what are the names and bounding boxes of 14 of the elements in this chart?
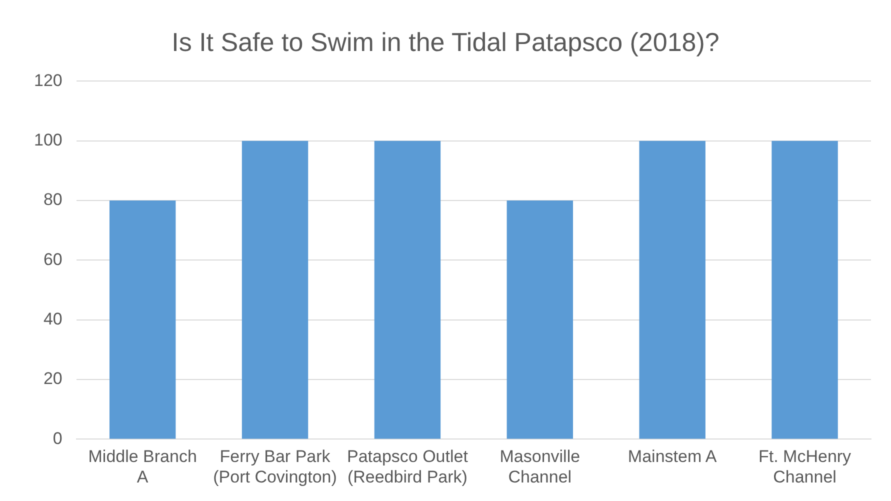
x-tick-label: Patapsco Outlet (Reedbird Park) — [346, 447, 468, 486]
x-tick-label: Masonville Channel — [500, 447, 580, 486]
y-tick-label: 20 — [43, 369, 62, 388]
x-tick-label: Mainstem A — [628, 447, 718, 466]
chart-title: Is It Safe to Swim in the Tidal Patapsco (2018)? — [172, 26, 720, 57]
y-tick-label: 80 — [43, 190, 62, 210]
y-tick-label: 100 — [34, 130, 62, 150]
y-tick-label: 120 — [34, 70, 62, 90]
y-tick-label: 40 — [43, 310, 62, 329]
y-tick-label: 60 — [43, 250, 62, 269]
y-tick-label: 0 — [52, 428, 62, 448]
x-tick-label: Middle Branch A — [88, 447, 197, 486]
x-tick-label: Ferry Bar Park (Port Covington) — [213, 447, 337, 486]
x-tick-label: Ft. McHenry Channel — [758, 447, 852, 486]
